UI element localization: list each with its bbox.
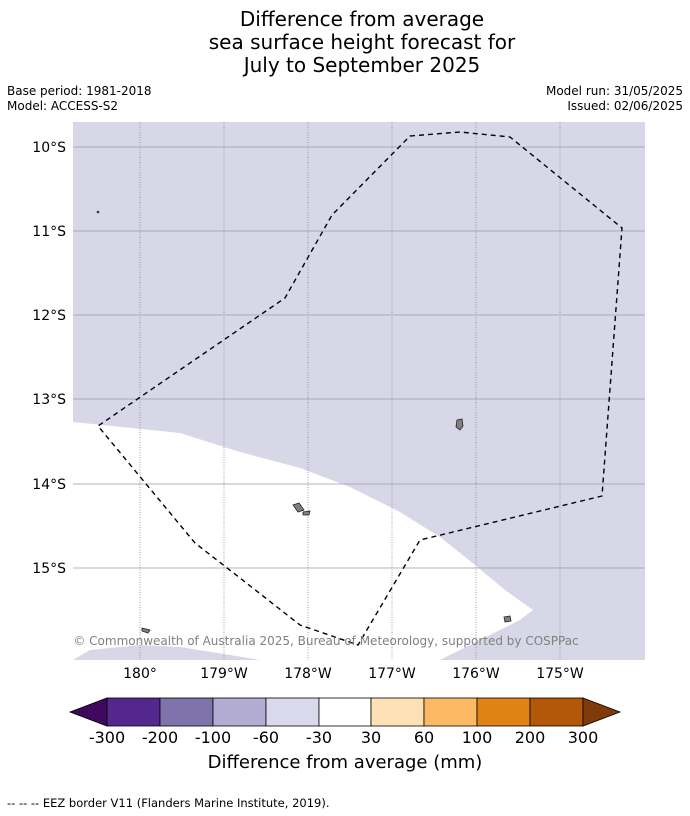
- island: [455, 418, 464, 431]
- colorbar-ticks: -300 -200 -100 -60 -30 30 60 100 200 300: [89, 728, 598, 747]
- meta-right: Model run: 31/05/2025 Issued: 02/06/2025: [546, 84, 683, 114]
- eez-legend: -- -- -- EEZ border V11 (Flanders Marine…: [7, 796, 330, 810]
- attribution: © Commonwealth of Australia 2025, Bureau…: [73, 634, 578, 648]
- lon-label: 179°W: [200, 666, 248, 682]
- colorbar-tick: 30: [361, 728, 381, 747]
- longitude-labels: 180° 179°W 178°W 177°W 176°W 175°W: [123, 666, 584, 682]
- title-line-2: sea surface height forecast for: [208, 30, 516, 54]
- colorbar-tick: -300: [89, 728, 125, 747]
- colorbar: [68, 697, 622, 727]
- colorbar-tick: 200: [515, 728, 546, 747]
- colorbar-segment: [529, 697, 584, 727]
- lat-label: 14°S: [32, 477, 66, 493]
- latitude-gridlines: [73, 146, 645, 569]
- colorbar-segment: [370, 697, 425, 727]
- lat-label: 13°S: [32, 392, 66, 408]
- lat-label: 10°S: [32, 140, 66, 156]
- colorbar-segment: [212, 697, 267, 727]
- colorbar-segment: [423, 697, 478, 727]
- meta-left: Base period: 1981-2018 Model: ACCESS-S2: [7, 84, 152, 114]
- near-average-region: [73, 422, 533, 660]
- colorbar-segment: [106, 697, 161, 727]
- colorbar-tick: 60: [414, 728, 434, 747]
- colorbar-segment: [318, 697, 372, 727]
- island: [503, 615, 512, 623]
- lat-label: 15°S: [32, 561, 66, 577]
- island: [302, 510, 311, 516]
- colorbar-tick: -30: [306, 728, 332, 747]
- lon-label: 177°W: [368, 666, 416, 682]
- colorbar-title: Difference from average (mm): [207, 752, 483, 773]
- colorbar-tick: 100: [462, 728, 493, 747]
- model-name: Model: ACCESS-S2: [7, 99, 119, 113]
- island: [292, 502, 305, 513]
- lon-label: 175°W: [536, 666, 584, 682]
- lat-label: 12°S: [32, 308, 66, 324]
- map-area: © Commonwealth of Australia 2025, Bureau…: [73, 122, 645, 660]
- colorbar-tick: 300: [568, 728, 599, 747]
- title-line-3: July to September 2025: [243, 53, 481, 77]
- lon-label: 180°: [123, 666, 157, 682]
- longitude-gridlines: [139, 122, 561, 660]
- island: [96, 210, 100, 214]
- lon-label: 178°W: [284, 666, 332, 682]
- colorbar-segment: [476, 697, 531, 727]
- lon-label: 176°W: [452, 666, 500, 682]
- colorbar-tick: -100: [195, 728, 231, 747]
- colorbar-tick: -200: [142, 728, 178, 747]
- colorbar-tick: -60: [253, 728, 279, 747]
- map-title: Difference from average sea surface heig…: [0, 8, 690, 77]
- colorbar-high-extension: [582, 697, 622, 727]
- colorbar-segment: [159, 697, 214, 727]
- model-run: Model run: 31/05/2025: [545, 84, 683, 98]
- colorbar-low-extension: [68, 697, 108, 727]
- title-line-1: Difference from average: [239, 7, 485, 31]
- colorbar-segment: [265, 697, 320, 727]
- lat-label: 11°S: [32, 224, 66, 240]
- islands: [96, 210, 512, 634]
- latitude-labels: 10°S 11°S 12°S 13°S 14°S 15°S: [32, 140, 66, 577]
- island: [141, 627, 151, 634]
- issued-date: Issued: 02/06/2025: [567, 99, 683, 113]
- base-period: Base period: 1981-2018: [7, 84, 152, 98]
- lower-anomaly-region: [73, 645, 260, 660]
